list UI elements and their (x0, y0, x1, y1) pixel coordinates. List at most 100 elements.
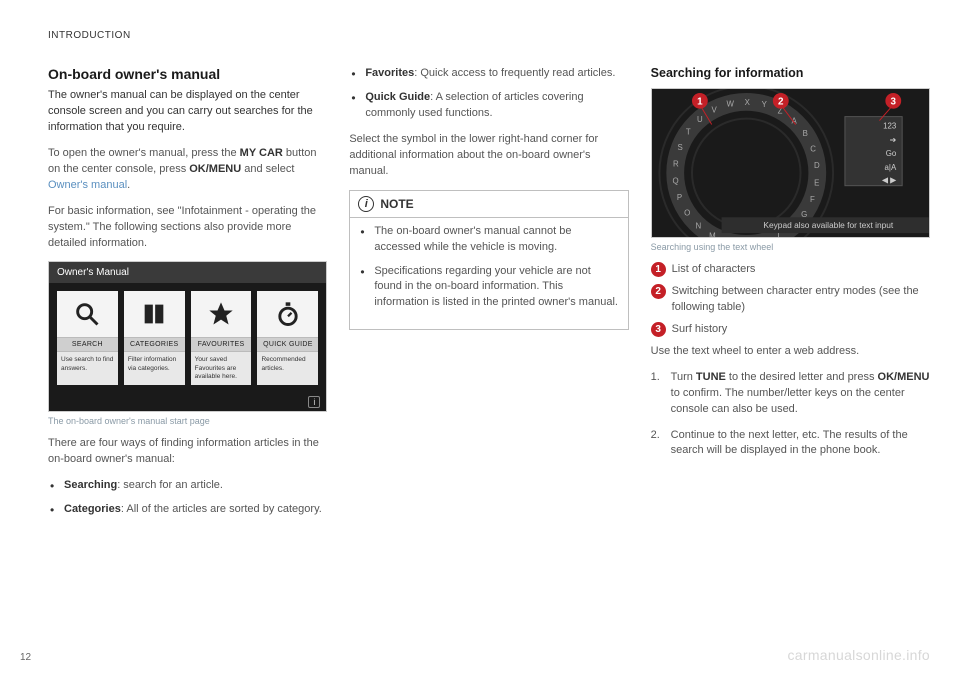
steps-list: Turn TUNE to the desired letter and pres… (651, 370, 930, 460)
figure-caption: Searching using the text wheel (651, 242, 930, 252)
svg-text:U: U (697, 115, 703, 124)
column-1: On-board owner's manual The owner's manu… (48, 66, 327, 528)
column-3: Searching for information PQRSTUVWXYZABC… (651, 66, 930, 528)
lead-paragraph: The owner's manual can be displayed on t… (48, 88, 327, 136)
note-head: i NOTE (350, 191, 627, 218)
text: to confirm. The number/letter keys on th… (671, 387, 905, 415)
my-car-label: MY CAR (240, 147, 283, 159)
svg-text:R: R (673, 159, 679, 168)
list-item: Searching: search for an article. (48, 478, 327, 494)
note-list: The on-board owner's manual cannot be ac… (358, 224, 619, 312)
columns: On-board owner's manual The owner's manu… (48, 66, 930, 528)
legend-row-2: 2 Switching between character entry mode… (651, 284, 930, 316)
svg-text:P: P (676, 193, 681, 202)
svg-text:W: W (726, 100, 734, 109)
basic-info-paragraph: For basic information, see "Infotainment… (48, 204, 327, 252)
svg-text:D: D (814, 161, 820, 170)
callout-badge: 3 (890, 96, 896, 107)
svg-text:V: V (711, 105, 717, 114)
tile-desc: Your saved Favourites are available here… (191, 352, 252, 384)
svg-text:M: M (709, 231, 716, 237)
info-icon: i (358, 196, 374, 212)
legend-row-1: 1 List of characters (651, 262, 930, 278)
page-number: 12 (20, 652, 31, 663)
tile-label: SEARCH (57, 337, 118, 352)
svg-text:X: X (744, 98, 750, 107)
svg-text:E: E (814, 178, 819, 187)
list-item: Categories: All of the articles are sort… (48, 502, 327, 518)
figure-footer: i (49, 393, 326, 411)
bullet-text: : All of the articles are sorted by cate… (121, 503, 322, 515)
panel-text: ➔ (889, 135, 896, 144)
step-2: Continue to the next letter, etc. The re… (651, 428, 930, 460)
search-icon (57, 291, 118, 337)
owners-manual-link: Owner's manual (48, 179, 127, 191)
svg-text:C: C (810, 145, 816, 154)
list-item: Quick Guide: A selection of articles cov… (349, 90, 628, 122)
tile-favourites: FAVOURITES Your saved Favourites are ava… (191, 291, 252, 384)
panel-text: 123 (883, 121, 897, 130)
badge-1: 1 (651, 262, 666, 277)
figure-tiles: SEARCH Use search to find answers. CATEG… (49, 283, 326, 392)
bottom-bar-text: Keypad also available for text input (763, 220, 894, 230)
text: . (127, 179, 130, 191)
tune-label: TUNE (696, 371, 726, 383)
panel-text: Go (885, 149, 896, 158)
column-2: Favorites: Quick access to frequently re… (349, 66, 628, 528)
select-symbol-paragraph: Select the symbol in the lower right-han… (349, 132, 628, 180)
list-item: Favorites: Quick access to frequently re… (349, 66, 628, 82)
text: and select (241, 163, 294, 175)
bullet-bold: Categories (64, 503, 121, 515)
note-title: NOTE (380, 197, 413, 211)
svg-text:B: B (802, 129, 807, 138)
legend-text: List of characters (672, 262, 756, 278)
watermark: carmanualsonline.info (788, 647, 931, 663)
bullet-text: : Quick access to frequently read articl… (414, 67, 615, 79)
text: Turn (671, 371, 696, 383)
heading-onboard-manual: On-board owner's manual (48, 66, 327, 82)
svg-text:F: F (810, 195, 815, 204)
svg-text:T: T (686, 128, 691, 137)
svg-text:O: O (684, 208, 690, 217)
legend-row-3: 3 Surf history (651, 322, 930, 338)
stopwatch-icon (257, 291, 318, 337)
figure-caption: The on-board owner's manual start page (48, 416, 327, 426)
tile-label: CATEGORIES (124, 337, 185, 352)
ways-list-part1: Searching: search for an article. Catego… (48, 478, 327, 518)
badge-2: 2 (651, 284, 666, 299)
figure-owners-manual: Owner's Manual SEARCH Use search to find… (48, 261, 327, 411)
badge-3: 3 (651, 322, 666, 337)
tile-search: SEARCH Use search to find answers. (57, 291, 118, 384)
tile-desc: Filter information via categories. (124, 352, 185, 382)
heading-searching: Searching for information (651, 66, 930, 80)
note-body: The on-board owner's manual cannot be ac… (350, 218, 627, 330)
figure-text-wheel: PQRSTUVWXYZABCDEFGHIJKLMNO 123 ➔ Go a|A … (651, 88, 930, 238)
text-wheel-paragraph: Use the text wheel to enter a web addres… (651, 344, 930, 360)
ways-list-part2: Favorites: Quick access to frequently re… (349, 66, 628, 122)
text: to the desired letter and press (726, 371, 878, 383)
list-item: The on-board owner's manual cannot be ac… (358, 224, 619, 256)
callout-badge: 2 (778, 96, 784, 107)
bullet-text: : search for an article. (117, 479, 223, 491)
svg-text:Y: Y (761, 100, 767, 109)
bullet-bold: Searching (64, 479, 117, 491)
tile-categories: CATEGORIES Filter information via catego… (124, 291, 185, 384)
panel-text: a|A (884, 163, 896, 172)
legend-text: Switching between character entry modes … (672, 284, 930, 316)
list-item: Specifications regarding your vehicle ar… (358, 264, 619, 312)
text-wheel-svg: PQRSTUVWXYZABCDEFGHIJKLMNO 123 ➔ Go a|A … (652, 89, 929, 237)
page: INTRODUCTION On-board owner's manual The… (0, 0, 960, 677)
panel-text: ◀ ▶ (882, 176, 897, 185)
tile-quick-guide: QUICK GUIDE Recommended articles. (257, 291, 318, 384)
step-1: Turn TUNE to the desired letter and pres… (651, 370, 930, 418)
book-icon (124, 291, 185, 337)
ok-menu-label: OK/MENU (189, 163, 241, 175)
note-box: i NOTE The on-board owner's manual canno… (349, 190, 628, 331)
info-icon: i (308, 396, 320, 408)
star-icon (191, 291, 252, 337)
four-ways-paragraph: There are four ways of finding informati… (48, 436, 327, 468)
svg-text:N: N (695, 221, 701, 230)
callout-badge: 1 (697, 96, 703, 107)
tile-desc: Use search to find answers. (57, 352, 118, 382)
svg-text:S: S (677, 143, 682, 152)
